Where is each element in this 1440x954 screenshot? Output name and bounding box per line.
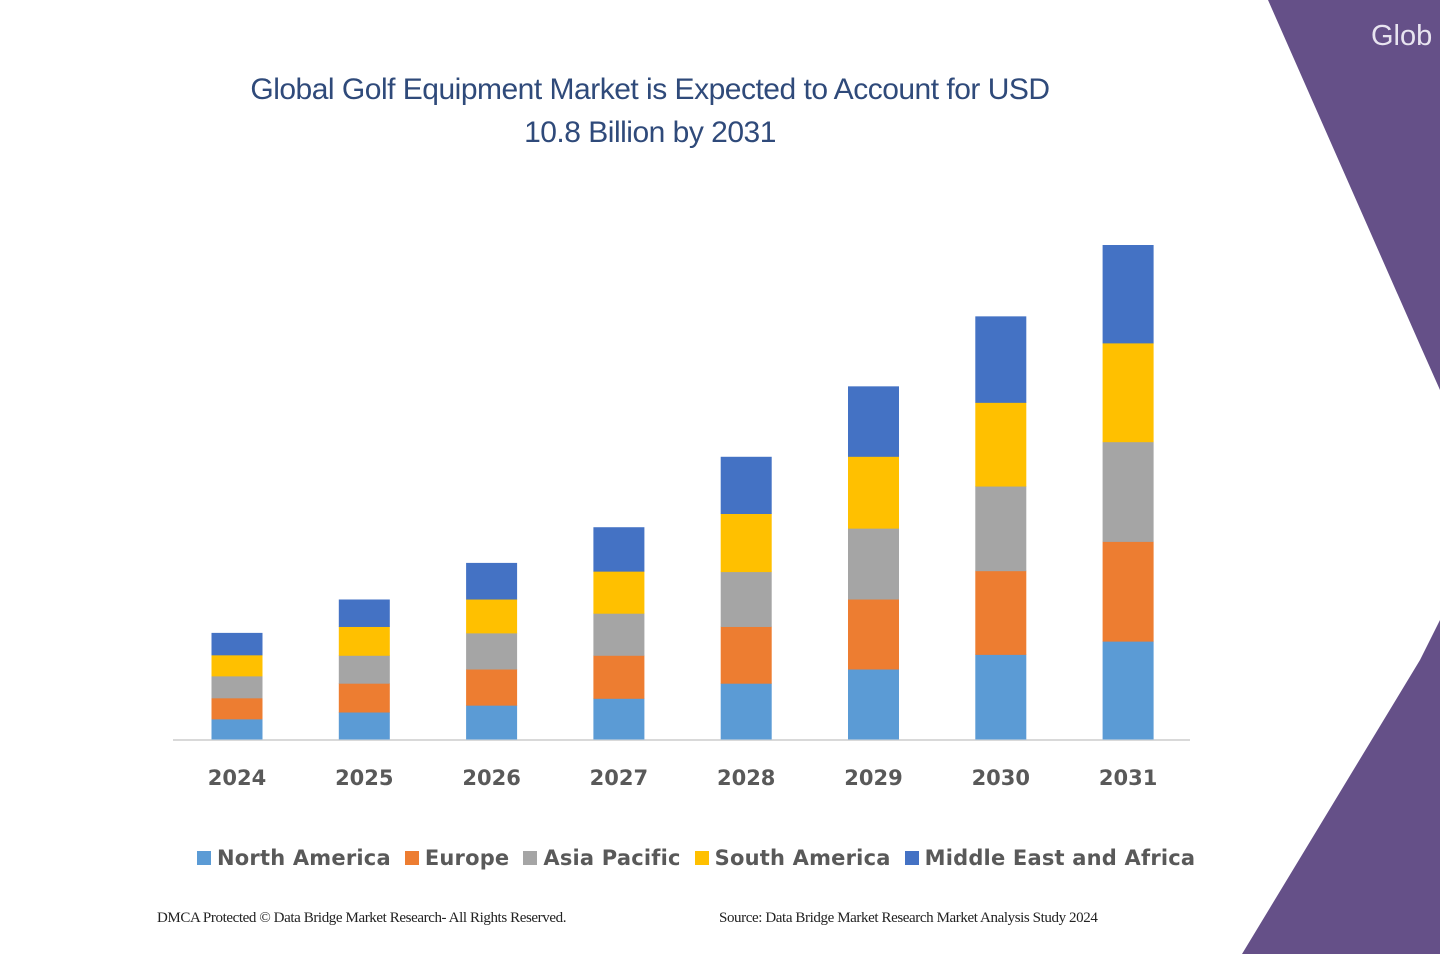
bar-segment-south-america-2028	[720, 513, 772, 573]
bar-segment-north-america-2026	[466, 705, 518, 740]
legend-label: Asia Pacific	[543, 846, 681, 870]
chart-title-line-1: Global Golf Equipment Market is Expected…	[250, 73, 1050, 106]
bar-stack-2031	[1102, 245, 1154, 740]
bar-segment-asia-pacific-2025	[338, 655, 390, 684]
chart-title-line-2: 10.8 Billion by 2031	[524, 116, 776, 149]
legend-label: South America	[714, 846, 891, 870]
chart-legend: North America Europe Asia Pacific South Ame…	[197, 846, 1195, 870]
bar-segment-middle-east-and-africa-2025	[338, 599, 390, 627]
bar-segment-south-america-2026	[466, 599, 518, 634]
bar-stack-2030	[975, 316, 1027, 740]
bar-segment-europe-2028	[720, 626, 772, 684]
bar-segment-asia-pacific-2031	[1102, 441, 1154, 542]
banner-text: Glob	[1371, 20, 1433, 52]
legend-item-asia-pacific: Asia Pacific	[523, 846, 680, 870]
bar-segment-south-america-2030	[975, 402, 1027, 487]
bar-stack-2024	[211, 632, 263, 740]
bar-segment-europe-2025	[338, 683, 390, 713]
x-tick-label-2028: 2028	[717, 766, 775, 790]
bar-segment-north-america-2024	[211, 718, 263, 740]
bar-segment-europe-2026	[466, 669, 518, 706]
legend-swatch	[523, 851, 538, 865]
legend-label: Middle East and Africa	[924, 846, 1196, 870]
legend-swatch	[904, 851, 919, 865]
chart-title: Global Golf Equipment Market is Expected…	[150, 68, 1150, 154]
bar-segment-middle-east-and-africa-2027	[593, 527, 645, 572]
bar-segment-middle-east-and-africa-2024	[211, 632, 263, 656]
bar-segment-north-america-2030	[975, 654, 1027, 740]
legend-item-south-america: South America	[694, 846, 891, 870]
x-tick-labels: 2024 2025 2026 2027 2028 2029 2030 2031	[208, 766, 1158, 790]
bar-segment-middle-east-and-africa-2030	[975, 316, 1027, 403]
bar-segment-south-america-2024	[211, 654, 263, 677]
x-tick-label-2031: 2031	[1099, 766, 1157, 790]
bar-segment-asia-pacific-2030	[975, 486, 1027, 572]
bar-segment-asia-pacific-2028	[720, 571, 772, 627]
legend-swatch	[694, 851, 709, 865]
bar-segment-north-america-2029	[848, 669, 899, 740]
bar-segment-south-america-2031	[1102, 342, 1154, 443]
bar-segment-asia-pacific-2026	[466, 632, 518, 670]
bar-stack-2028	[720, 456, 772, 740]
x-tick-label-2029: 2029	[844, 766, 902, 790]
legend-item-north-america: North America	[197, 846, 391, 870]
legend-item-middle-east-and-africa: Middle East and Africa	[904, 846, 1196, 870]
legend-swatch	[197, 851, 211, 865]
bar-segment-middle-east-and-africa-2028	[720, 456, 772, 514]
bar-segment-asia-pacific-2029	[848, 528, 899, 600]
x-tick-label-2027: 2027	[590, 766, 648, 790]
bar-segment-europe-2030	[975, 570, 1027, 655]
bar-segment-south-america-2029	[848, 456, 899, 529]
x-tick-label-2026: 2026	[462, 766, 520, 790]
bar-stack-2027	[593, 527, 645, 740]
x-tick-label-2024: 2024	[208, 766, 266, 790]
bar-segment-north-america-2028	[720, 683, 772, 740]
bar-segment-asia-pacific-2024	[211, 675, 263, 699]
legend-label: North America	[217, 846, 391, 870]
legend-label: Europe	[424, 846, 510, 870]
legend-swatch	[404, 851, 419, 865]
bar-segment-south-america-2027	[593, 571, 645, 614]
source-note: Source: Data Bridge Market Research Mark…	[719, 910, 1098, 926]
copyright-notice: DMCA Protected © Data Bridge Market Rese…	[157, 910, 567, 926]
bar-stack-2025	[338, 599, 390, 740]
bar-segment-middle-east-and-africa-2026	[466, 562, 518, 600]
bar-segment-north-america-2031	[1102, 641, 1154, 740]
x-tick-label-2030: 2030	[972, 766, 1030, 790]
bar-stack-2026	[466, 562, 518, 740]
bar-segment-europe-2031	[1102, 541, 1154, 642]
bar-stack-2029	[848, 386, 899, 740]
bar-segment-europe-2024	[211, 697, 263, 720]
bar-segment-north-america-2025	[338, 712, 390, 740]
bar-segment-middle-east-and-africa-2029	[848, 386, 899, 457]
bar-segment-south-america-2025	[338, 626, 390, 656]
x-tick-label-2025: 2025	[335, 766, 393, 790]
bar-segment-middle-east-and-africa-2031	[1102, 245, 1154, 344]
legend-item-europe: Europe	[404, 846, 510, 870]
bar-segment-europe-2027	[593, 655, 645, 699]
bar-segment-asia-pacific-2027	[593, 613, 645, 656]
bar-segment-north-america-2027	[593, 698, 645, 740]
bar-segment-europe-2029	[848, 599, 899, 670]
bar-groups	[211, 245, 1154, 740]
